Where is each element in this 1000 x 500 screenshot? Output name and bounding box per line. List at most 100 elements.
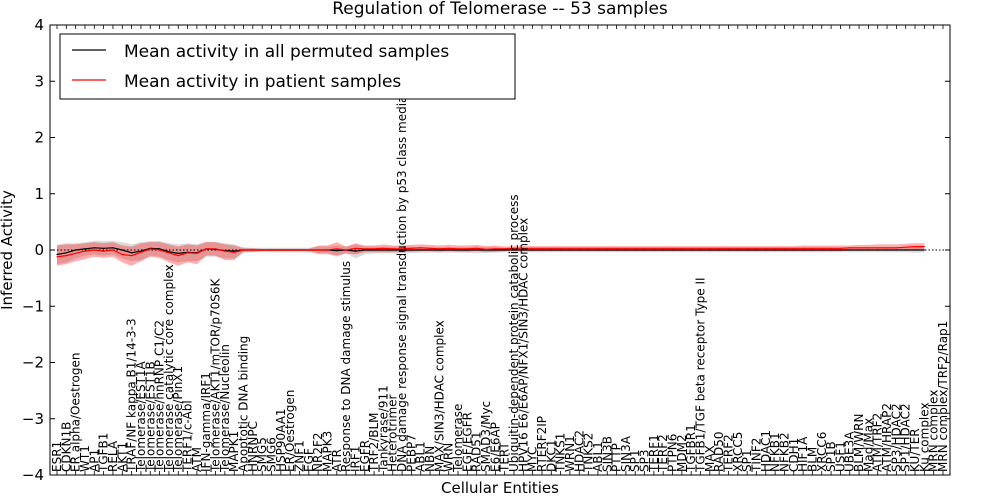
x-tick-label: ATM [190,447,204,472]
data-point [420,247,422,249]
data-point [560,249,562,251]
x-tick-label: BLM [805,447,819,472]
data-point [905,246,907,248]
legend: Mean activity in all permuted samples Me… [59,33,516,100]
data-point [476,249,478,251]
data-point [112,247,114,249]
x-tick-label: TNKS1 [554,433,568,473]
data-point [429,247,431,249]
x-tick-label: KU/TER [908,428,922,472]
data-point [233,250,235,252]
data-point [103,247,105,249]
data-point [905,249,907,251]
data-point [373,249,375,251]
data-point [298,249,301,251]
data-point [84,250,86,252]
x-tick-label: HSP90AA1 [274,408,288,472]
data-point [597,247,599,249]
x-tick-label: TGFB1/TGF beta receptor Type II [694,277,708,473]
x-tick-label: MAX/SIN3/HDAC complex [432,320,446,472]
data-point [793,247,795,249]
y-tick-label: 4 [34,16,44,34]
data-point [877,249,879,251]
x-tick-label: SP1 [740,450,754,473]
data-point [541,247,543,249]
x-tick-label: ATR [330,449,344,472]
x-tick-label: IRF1 [348,446,362,472]
x-tick-label: CDKN1B [59,422,73,472]
data-point [65,252,67,254]
data-point [345,249,347,251]
data-point [830,249,832,251]
data-point [662,249,664,251]
data-point [765,247,767,249]
data-point [681,249,683,251]
data-point [214,248,217,250]
data-point [187,252,189,254]
data-point [644,247,646,249]
data-point [923,246,925,248]
data-point [457,248,459,250]
data-point [625,247,627,249]
data-point [131,252,133,254]
x-tick-label: Telomerase/EST1B [143,361,157,473]
data-point [429,249,431,251]
data-point [140,251,142,253]
data-point [830,247,832,249]
data-point [886,249,888,251]
data-point [112,249,114,251]
x-tick-label: Telomerase catalytic core complex [162,264,176,473]
data-point [653,247,655,249]
x-tick-label: Telomerase/EST1A [134,360,148,473]
data-point [513,247,515,249]
data-point [364,248,366,250]
data-point [765,249,767,251]
x-tick-label: XRCC5 [731,432,745,472]
data-point [504,249,506,251]
data-point [392,249,394,251]
data-point [802,249,804,251]
data-point [224,250,226,252]
data-point [709,249,711,251]
x-tick-label: Ku complex [917,402,931,472]
data-point [718,249,720,251]
data-point [867,249,870,251]
x-tick-label: BLM/WRN [852,414,866,473]
series-line-1 [56,246,925,258]
data-point [727,247,730,249]
data-point [56,256,58,258]
x-tick-label: MAPK3 [321,431,335,472]
data-point [466,248,468,250]
x-tick-label: TRAF/NF kappa B1/14-3-3 [125,318,139,473]
y-tick-label: −2 [22,354,44,372]
data-point [466,249,468,251]
data-point [755,247,758,249]
x-tick-label: TRF2/BLM [367,412,381,473]
data-point [550,247,552,249]
data-point [75,252,77,254]
data-point [634,249,636,251]
data-point [774,247,776,249]
x-tick-label: SP1/HDAC2 [899,403,913,472]
data-point [75,249,77,251]
data-point [522,247,524,249]
data-point [616,247,618,249]
data-point [671,249,674,251]
x-tick-label: TERF2 [722,434,736,473]
plot-frame [49,24,951,476]
data-point [103,250,105,252]
data-point [420,249,422,251]
x-tick-label: ER alpha/Oestrogen [69,353,83,472]
data-point [457,249,459,251]
x-tick-label: NBN [423,446,437,472]
x-tick-label: SMAD3/Myc [479,401,493,472]
data-point [177,252,179,254]
data-point [550,249,552,251]
x-tick-label: EGF/EGFR [460,412,474,472]
x-tick-label: HDAC1 [759,430,773,472]
x-tick-label: NFKB2 [778,432,792,472]
x-tick-label: SIN3B [600,436,614,472]
data-point [597,249,599,251]
data-point [289,249,291,251]
